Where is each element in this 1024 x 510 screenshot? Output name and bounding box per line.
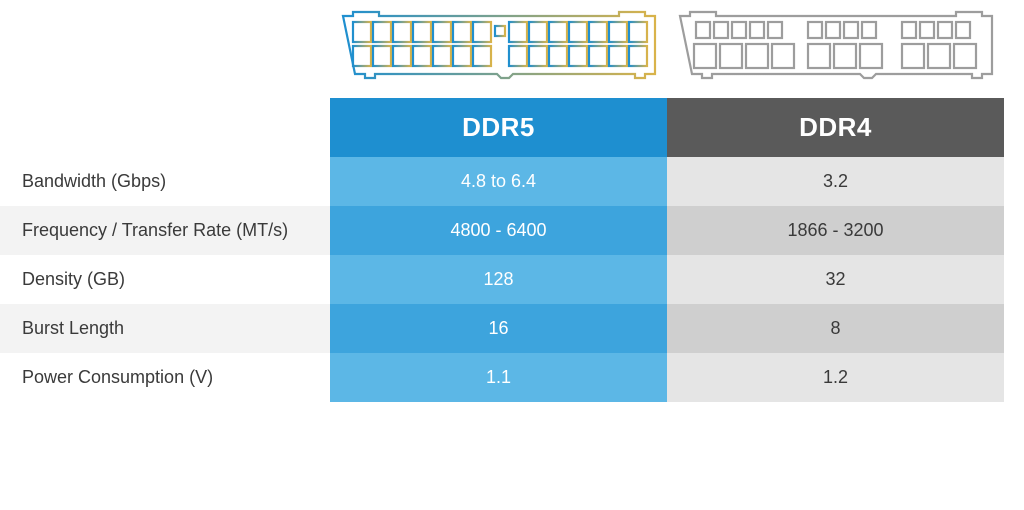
column-header-ddr5: DDR5 xyxy=(330,98,667,157)
ddr5-module-icon xyxy=(339,8,659,94)
row-label: Density (GB) xyxy=(0,255,330,304)
table-header-row: DDR5 DDR4 xyxy=(0,98,1024,157)
row-label: Frequency / Transfer Rate (MT/s) xyxy=(0,206,330,255)
table-row: Power Consumption (V)1.11.2 xyxy=(0,353,1024,402)
ddr5-module-cell xyxy=(330,0,667,98)
value-ddr4: 1866 - 3200 xyxy=(667,206,1004,255)
table-row: Frequency / Transfer Rate (MT/s)4800 - 6… xyxy=(0,206,1024,255)
row-label: Power Consumption (V) xyxy=(0,353,330,402)
module-illustration-row xyxy=(0,0,1024,98)
value-ddr5: 1.1 xyxy=(330,353,667,402)
column-header-ddr4: DDR4 xyxy=(667,98,1004,157)
value-ddr5: 128 xyxy=(330,255,667,304)
value-ddr5: 4800 - 6400 xyxy=(330,206,667,255)
value-ddr4: 3.2 xyxy=(667,157,1004,206)
value-ddr4: 1.2 xyxy=(667,353,1004,402)
ddr4-module-cell xyxy=(667,0,1004,98)
row-label: Bandwidth (Gbps) xyxy=(0,157,330,206)
table-row: Bandwidth (Gbps)4.8 to 6.43.2 xyxy=(0,157,1024,206)
table-body: Bandwidth (Gbps)4.8 to 6.43.2Frequency /… xyxy=(0,157,1024,402)
table-row: Burst Length168 xyxy=(0,304,1024,353)
table-row: Density (GB)12832 xyxy=(0,255,1024,304)
ddr4-module-icon xyxy=(676,8,996,94)
value-ddr5: 16 xyxy=(330,304,667,353)
comparison-table: DDR5 DDR4 Bandwidth (Gbps)4.8 to 6.43.2F… xyxy=(0,0,1024,402)
value-ddr4: 32 xyxy=(667,255,1004,304)
spacer xyxy=(0,98,330,157)
row-label: Burst Length xyxy=(0,304,330,353)
value-ddr4: 8 xyxy=(667,304,1004,353)
value-ddr5: 4.8 to 6.4 xyxy=(330,157,667,206)
